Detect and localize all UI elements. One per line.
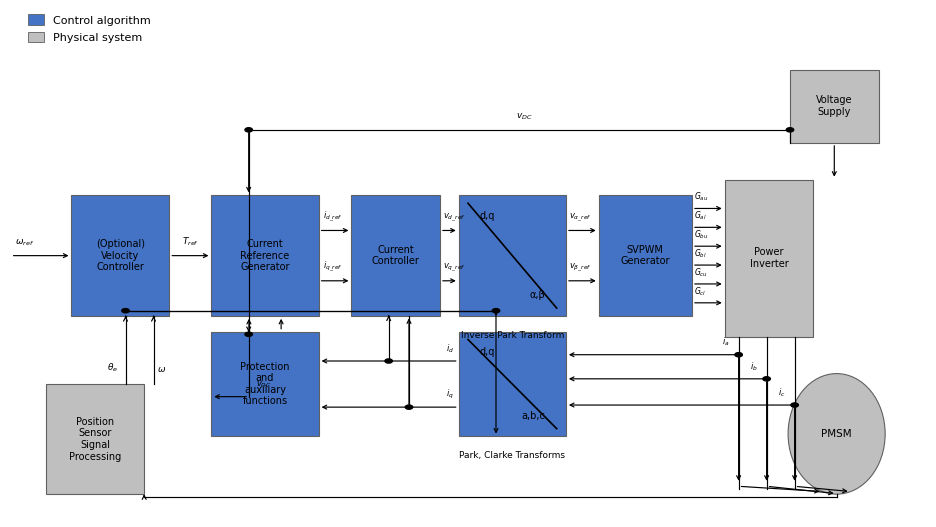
Text: $T_{ref}$: $T_{ref}$ <box>182 235 198 248</box>
Text: Power
Inverter: Power Inverter <box>750 248 788 269</box>
Circle shape <box>122 309 129 313</box>
Text: $v_{DC}$: $v_{DC}$ <box>516 112 533 122</box>
Ellipse shape <box>788 374 885 494</box>
Text: Position
Sensor
Signal
Processing: Position Sensor Signal Processing <box>69 417 122 462</box>
Text: $v_{q\_ref}$: $v_{q\_ref}$ <box>443 261 465 274</box>
Text: Voltage
Supply: Voltage Supply <box>816 95 853 117</box>
FancyBboxPatch shape <box>599 196 692 316</box>
Text: $v_{d\_ref}$: $v_{d\_ref}$ <box>443 211 465 223</box>
FancyBboxPatch shape <box>724 180 813 337</box>
Text: Protection
and
auxiliary
functions: Protection and auxiliary functions <box>241 362 290 406</box>
FancyBboxPatch shape <box>790 70 879 143</box>
Circle shape <box>735 353 742 357</box>
Circle shape <box>385 359 392 363</box>
Text: $i_{q\_ref}$: $i_{q\_ref}$ <box>323 259 344 274</box>
Text: (Optional)
Velocity
Controller: (Optional) Velocity Controller <box>95 239 145 272</box>
FancyBboxPatch shape <box>459 196 566 316</box>
Text: $i_d$: $i_d$ <box>446 342 454 355</box>
Text: $G_{cu}$: $G_{cu}$ <box>694 266 708 279</box>
Circle shape <box>245 332 253 336</box>
FancyBboxPatch shape <box>212 331 318 436</box>
Circle shape <box>791 403 798 407</box>
Text: $G_{cl}$: $G_{cl}$ <box>694 285 706 298</box>
Text: $v_{\alpha\_ref}$: $v_{\alpha\_ref}$ <box>569 211 592 223</box>
Text: $G_{al}$: $G_{al}$ <box>694 210 707 222</box>
FancyBboxPatch shape <box>212 196 318 316</box>
Circle shape <box>786 128 794 132</box>
Text: Current
Controller: Current Controller <box>372 245 419 267</box>
FancyBboxPatch shape <box>351 196 440 316</box>
Text: $G_{bu}$: $G_{bu}$ <box>694 229 709 241</box>
Circle shape <box>763 377 770 381</box>
Text: $i_q$: $i_q$ <box>446 388 454 401</box>
Text: $\omega_{ref}$: $\omega_{ref}$ <box>15 237 35 248</box>
Circle shape <box>405 405 413 409</box>
Circle shape <box>492 309 500 313</box>
Text: $G_{au}$: $G_{au}$ <box>694 191 709 203</box>
Text: $\omega$: $\omega$ <box>157 365 167 374</box>
Text: $v_{\beta\_ref}$: $v_{\beta\_ref}$ <box>569 261 592 274</box>
Text: d,q: d,q <box>479 347 494 357</box>
Text: d,q: d,q <box>479 211 494 221</box>
Text: $G_{bl}$: $G_{bl}$ <box>694 247 707 260</box>
Text: $\theta_e$: $\theta_e$ <box>107 361 118 374</box>
Text: $i_a$: $i_a$ <box>722 336 729 348</box>
Text: α,β: α,β <box>530 290 546 300</box>
Legend: Control algorithm, Physical system: Control algorithm, Physical system <box>25 12 154 45</box>
Text: Inverse Park Transform: Inverse Park Transform <box>461 330 564 339</box>
Text: $i_c$: $i_c$ <box>778 386 785 399</box>
Text: PMSM: PMSM <box>821 429 852 439</box>
Text: SVPWM
Generator: SVPWM Generator <box>621 245 670 267</box>
Text: $i_b$: $i_b$ <box>750 360 757 373</box>
FancyBboxPatch shape <box>459 331 566 436</box>
Text: $v_{DC}$: $v_{DC}$ <box>256 380 271 391</box>
FancyBboxPatch shape <box>46 384 144 494</box>
FancyBboxPatch shape <box>71 196 169 316</box>
Text: Current
Reference
Generator: Current Reference Generator <box>241 239 290 272</box>
Text: a,b,c: a,b,c <box>521 411 546 421</box>
Circle shape <box>245 128 253 132</box>
Text: $i_{d\_ref}$: $i_{d\_ref}$ <box>323 209 344 223</box>
Text: Park, Clarke Transforms: Park, Clarke Transforms <box>460 451 565 460</box>
